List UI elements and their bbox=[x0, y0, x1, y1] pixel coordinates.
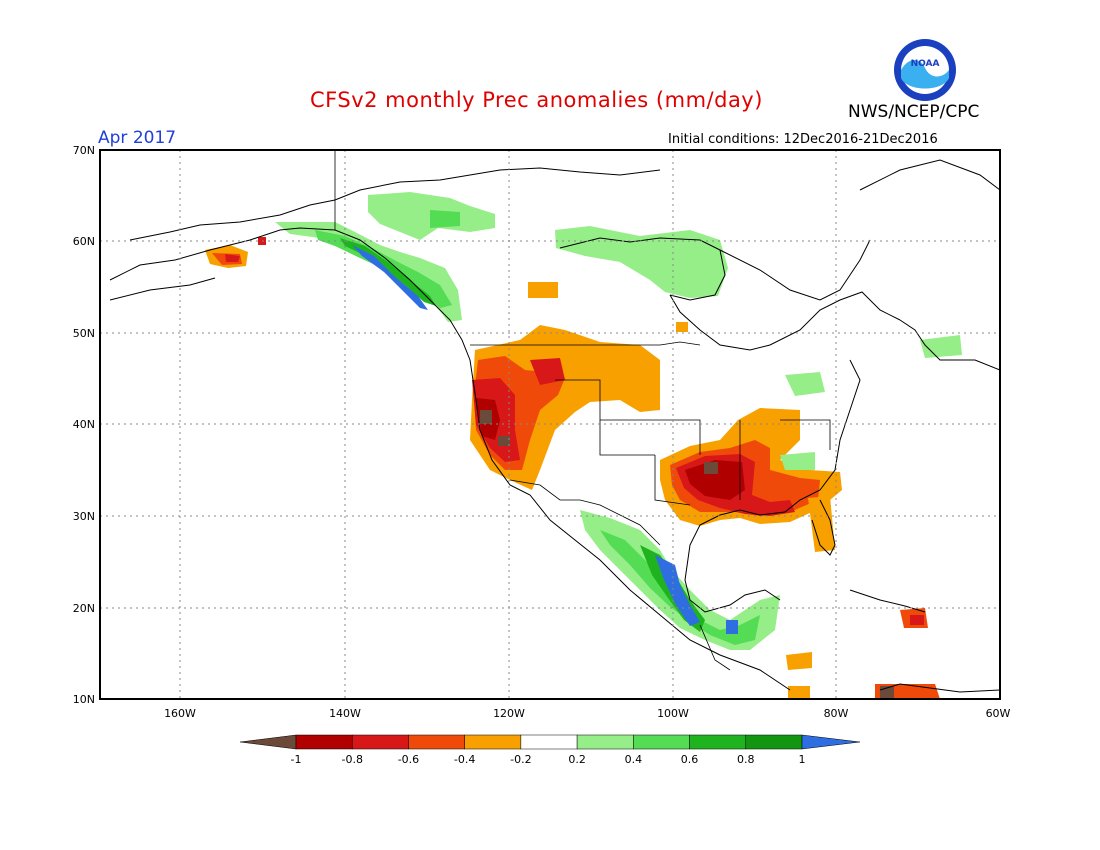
legend-swatch bbox=[464, 734, 522, 750]
lon-label: 100W bbox=[657, 707, 689, 720]
lat-label: 50N bbox=[73, 327, 95, 340]
legend-swatch bbox=[576, 734, 634, 750]
legend-tick-label: 1 bbox=[799, 753, 806, 766]
legend-tick-label: -0.8 bbox=[341, 753, 362, 766]
legend-tick-label: -1 bbox=[291, 753, 302, 766]
chart-title: CFSv2 monthly Prec anomalies (mm/day) bbox=[310, 88, 763, 112]
lon-label: 160W bbox=[164, 707, 196, 720]
longitude-labels: 160W 140W 120W 100W 80W 60W bbox=[164, 707, 1010, 720]
anomaly-layer bbox=[205, 192, 962, 699]
color-legend: -1 -0.8 -0.6 -0.4 -0.2 0.2 0.4 0.6 0.8 1 bbox=[239, 734, 861, 766]
legend-swatch bbox=[520, 734, 578, 750]
lat-label: 60N bbox=[73, 235, 95, 248]
legend-tick-label: -0.6 bbox=[398, 753, 419, 766]
initial-conditions: Initial conditions: 12Dec2016-21Dec2016 bbox=[668, 132, 938, 147]
legend-tick-label: 0.6 bbox=[681, 753, 699, 766]
lat-label: 70N bbox=[73, 144, 95, 157]
lat-label: 10N bbox=[73, 693, 95, 706]
legend-swatch bbox=[295, 734, 353, 750]
lat-label: 20N bbox=[73, 602, 95, 615]
legend-swatch bbox=[745, 734, 803, 750]
organization-label: NWS/NCEP/CPC bbox=[848, 102, 980, 122]
gridlines bbox=[100, 150, 1000, 699]
latitude-labels: 70N 60N 50N 40N 30N 20N 10N bbox=[73, 144, 95, 706]
legend-swatch bbox=[408, 734, 465, 750]
svg-text:NOAA: NOAA bbox=[911, 59, 940, 69]
lon-label: 140W bbox=[329, 707, 361, 720]
lon-label: 120W bbox=[493, 707, 525, 720]
noaa-logo: NOAA bbox=[893, 38, 957, 102]
lon-label: 60W bbox=[986, 707, 1011, 720]
legend-tick-label: 0.4 bbox=[625, 753, 643, 766]
legend-tick-label: 0.2 bbox=[568, 753, 586, 766]
lat-label: 40N bbox=[73, 418, 95, 431]
legend-swatch bbox=[351, 734, 409, 750]
map-frame bbox=[99, 149, 1001, 700]
legend-tick-label: -0.2 bbox=[510, 753, 531, 766]
coastlines bbox=[109, 159, 1000, 693]
legend-arrow-low bbox=[239, 734, 297, 750]
forecast-month: Apr 2017 bbox=[98, 128, 177, 148]
borders bbox=[334, 150, 831, 671]
legend-swatch bbox=[633, 734, 690, 750]
lat-label: 30N bbox=[73, 510, 95, 523]
legend-arrow-high bbox=[801, 734, 861, 750]
legend-swatch bbox=[689, 734, 747, 750]
legend-tick-label: -0.4 bbox=[454, 753, 475, 766]
legend-tick-label: 0.8 bbox=[737, 753, 755, 766]
lon-label: 80W bbox=[824, 707, 849, 720]
